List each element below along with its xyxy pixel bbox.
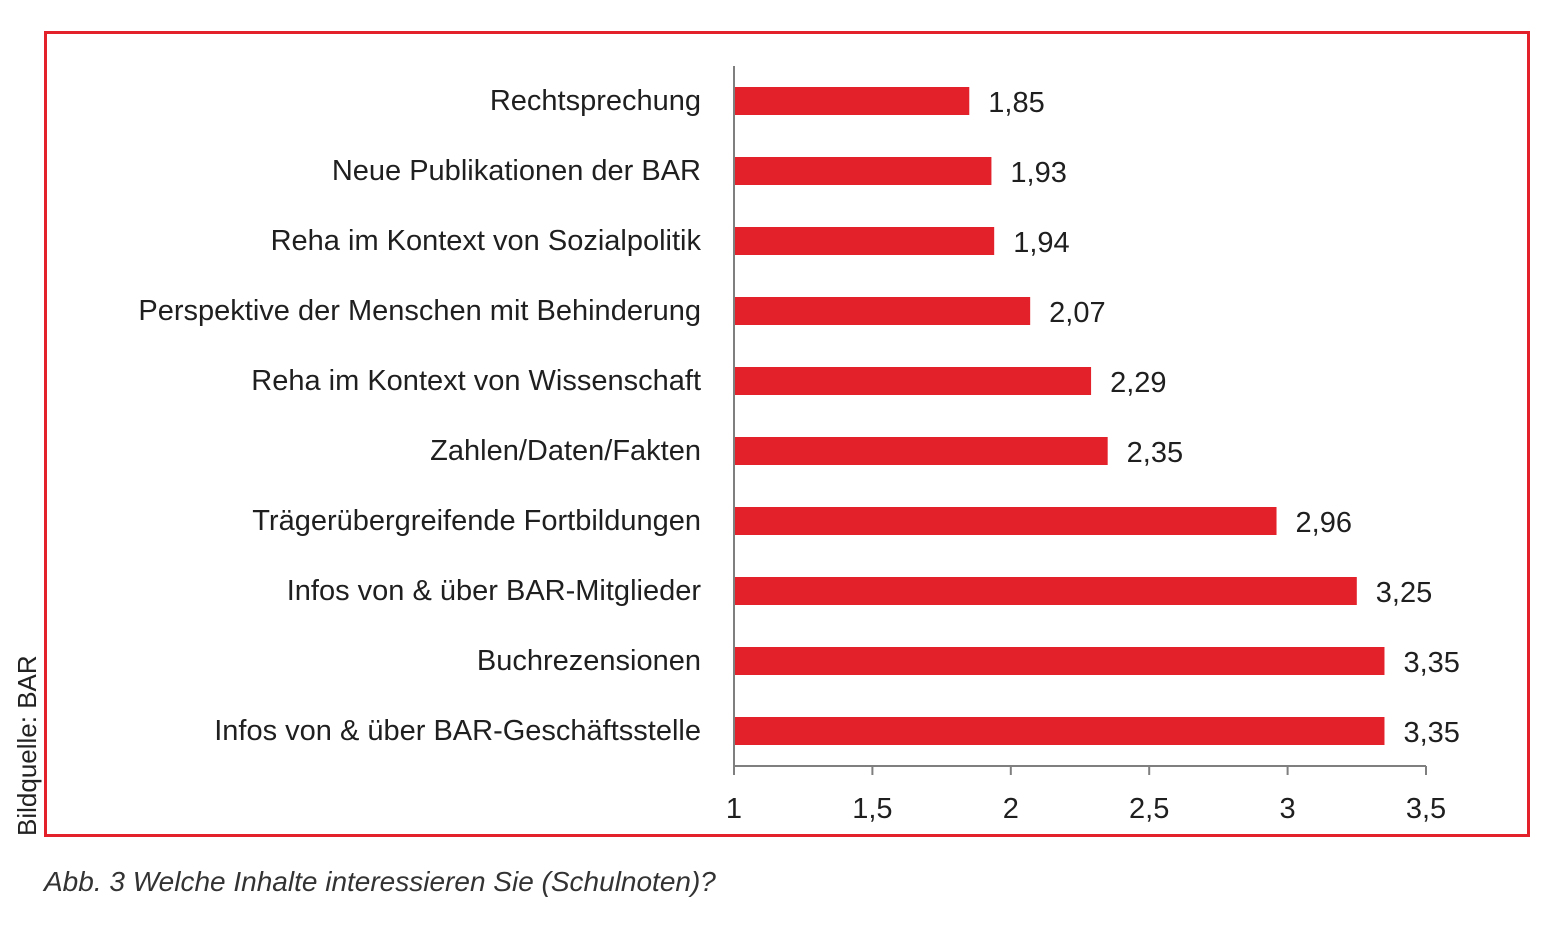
source-credit: Bildquelle: BAR	[12, 655, 42, 836]
category-label: Trägerübergreifende Fortbildungen	[252, 505, 701, 537]
category-label: Zahlen/Daten/Fakten	[430, 435, 701, 467]
x-tick-label: 2,5	[1129, 793, 1169, 825]
data-label: 3,35	[1403, 647, 1459, 679]
category-label: Infos von & über BAR-Geschäftsstelle	[214, 715, 701, 747]
data-label: 2,35	[1127, 437, 1183, 469]
x-tick-label: 1	[726, 793, 742, 825]
data-label: 2,29	[1110, 367, 1166, 399]
bar	[734, 507, 1277, 535]
category-label: Reha im Kontext von Wissenschaft	[251, 365, 701, 397]
bar	[734, 577, 1357, 605]
x-tick-label: 3	[1280, 793, 1296, 825]
chart-frame	[44, 31, 1530, 837]
bars-layer	[734, 87, 1385, 745]
category-label: Reha im Kontext von Sozialpolitik	[271, 225, 702, 257]
data-label: 3,35	[1403, 717, 1459, 749]
bar	[734, 647, 1385, 675]
bar	[734, 297, 1031, 325]
data-label: 2,07	[1049, 297, 1105, 329]
bar	[734, 157, 992, 185]
figure-caption: Abb. 3 Welche Inhalte interessieren Sie …	[44, 866, 716, 897]
category-label: Neue Publikationen der BAR	[332, 155, 701, 187]
category-label: Rechtsprechung	[490, 85, 701, 117]
data-label: 1,94	[1013, 227, 1069, 259]
x-tick-label: 2	[1003, 793, 1019, 825]
bar	[734, 227, 995, 255]
bar	[734, 87, 970, 115]
labels-layer: Rechtsprechung 1,85 Neue Publikationen der…	[138, 85, 1460, 825]
axis-layer	[733, 66, 1427, 775]
x-tick-label: 1,5	[852, 793, 892, 825]
bar	[734, 367, 1092, 395]
data-label: 1,85	[988, 87, 1044, 119]
bar	[734, 437, 1108, 465]
data-label: 3,25	[1376, 577, 1432, 609]
x-tick-label: 3,5	[1406, 793, 1446, 825]
bar	[734, 717, 1385, 745]
category-label: Infos von & über BAR-Mitglieder	[287, 575, 702, 607]
data-label: 1,93	[1010, 157, 1066, 189]
category-label: Buchrezensionen	[477, 645, 701, 677]
data-label: 2,96	[1296, 507, 1352, 539]
category-label: Perspektive der Menschen mit Behinderung	[138, 295, 701, 327]
